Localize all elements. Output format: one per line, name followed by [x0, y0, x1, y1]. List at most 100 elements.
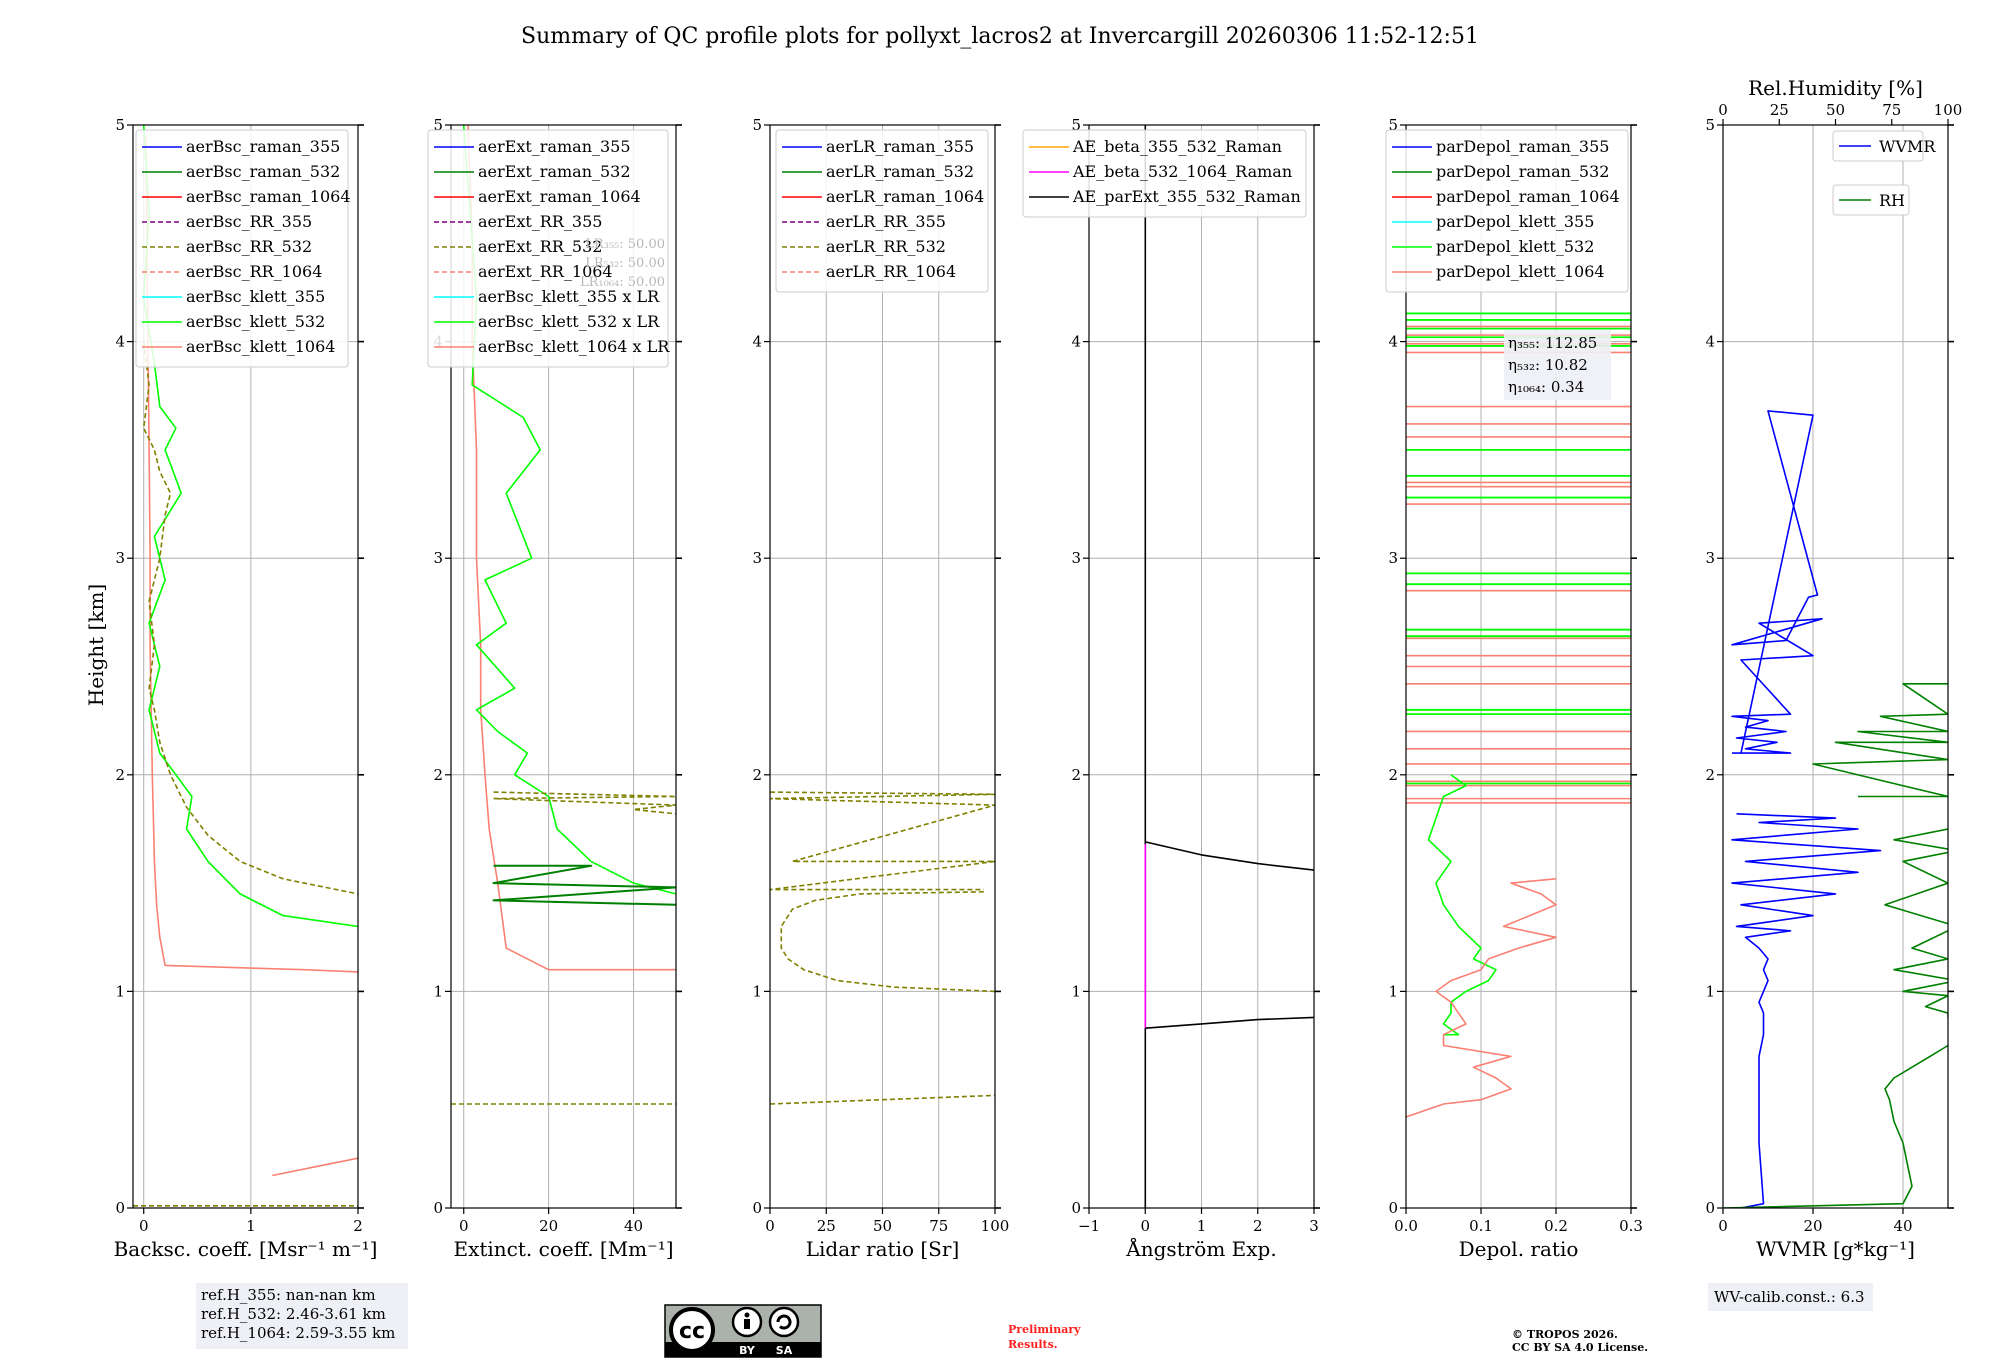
top-x-tick-label: 25: [1770, 101, 1789, 119]
x-tick-label: 20: [1803, 1217, 1822, 1235]
series-AE-parExt-355-532-Raman-lower: [1145, 1016, 1314, 1029]
x-axis-label: Lidar ratio [Sr]: [806, 1237, 960, 1261]
legend-label: aerExt_raman_355: [478, 137, 631, 156]
y-tick-label: 0: [1705, 1199, 1715, 1217]
legend-label: AE_beta_532_1064_Raman: [1072, 162, 1292, 181]
x-tick-label: 40: [624, 1217, 643, 1235]
x-axis-label: WVMR [g*kg⁻¹]: [1756, 1237, 1915, 1261]
legend-label: aerBsc_raman_355: [186, 137, 340, 156]
x-tick-label: 0: [139, 1217, 149, 1235]
legend-label: aerLR_RR_1064: [826, 262, 956, 281]
legend-box: [135, 129, 349, 368]
legend-box: [1022, 129, 1307, 218]
legend-label: aerLR_RR_355: [826, 212, 946, 231]
x-tick-label: 0: [1140, 1217, 1150, 1235]
x-tick-label: 1: [1197, 1217, 1207, 1235]
lr-label: LR₁₀₆₄: 50.00: [580, 275, 665, 290]
legend-backscatter: aerBsc_raman_355 aerBsc_raman_532 aerBsc_r…: [135, 129, 351, 368]
panel-depol: 0 1 2 3 4 5 0.0 0.1 0.2 0.3 Depol. ratio parDepol_r…: [1385, 116, 1643, 1261]
plot-area: [770, 791, 995, 1105]
legend-label: parDepol_klett_1064: [1436, 262, 1605, 281]
y-axis-label: Height [km]: [84, 584, 108, 706]
wv-calib-box: WV-calib.const.: 6.3: [1708, 1283, 1873, 1311]
legend-label: AE_parExt_355_532_Raman: [1072, 187, 1301, 206]
legend-label: AE_beta_355_532_Raman: [1072, 137, 1282, 156]
x-tick-label: 50: [873, 1217, 892, 1235]
axes-frame: [1405, 124, 1632, 1209]
legend-lidar_ratio: aerLR_raman_355 aerLR_raman_532 aerLR_rama…: [775, 129, 989, 293]
legend-label: aerLR_raman_1064: [826, 187, 984, 206]
legend-label: aerLR_RR_532: [826, 237, 946, 256]
legend-label: aerBsc_klett_532: [186, 312, 325, 331]
ref-height-bg: [196, 1283, 408, 1349]
panel-backscatter: 0 1 2 3 4 5 0 1 2 Backsc. coeff. [Msr⁻¹ m⁻¹] aerBs…: [114, 116, 378, 1261]
legend-label: aerBsc_RR_355: [186, 212, 312, 231]
top-x-tick-label: 100: [1934, 101, 1963, 119]
ref-h-1064: ref.H_1064: 2.59-3.55 km: [201, 1324, 395, 1342]
y-tick-label: 1: [115, 982, 125, 1000]
y-tick-label: 4: [115, 333, 125, 351]
legend-box: [775, 129, 989, 293]
x-tick-label: 1: [246, 1217, 256, 1235]
y-tick-label: 4: [752, 333, 762, 351]
legend-box: [427, 129, 669, 368]
top-x-axis-label: Rel.Humidity [%]: [1748, 76, 1923, 100]
by-person-head: [744, 1312, 750, 1318]
legend-label: aerExt_raman_532: [478, 162, 631, 181]
legend-label: aerExt_RR_1064: [478, 262, 613, 281]
by-label: BY: [739, 1344, 756, 1357]
axes-frame: [132, 124, 359, 1209]
x-tick-label: 0.3: [1619, 1217, 1643, 1235]
plot-area: [1144, 125, 1314, 1208]
legend-label: aerBsc_RR_532: [186, 237, 312, 256]
legend-box: [1832, 130, 1924, 162]
panel-extinction: 01234502040Extinct. coeff. [Mm⁻¹]aerExt_…: [427, 116, 682, 1261]
legend-extinction: aerExt_raman_355 aerExt_raman_532 aerExt_r…: [427, 129, 670, 368]
y-tick-label: 1: [1388, 982, 1398, 1000]
x-tick-label: 2: [1253, 1217, 1263, 1235]
legend-label: aerLR_raman_532: [826, 162, 974, 181]
series-aerBsc-klett-532-x-LR: [462, 125, 676, 895]
eta-label: η₃₅₅: 112.85: [1508, 334, 1597, 352]
legend-label: parDepol_klett_355: [1436, 212, 1594, 231]
y-tick-label: 5: [1071, 116, 1081, 134]
eta-label: η₁₀₆₄: 0.34: [1508, 378, 1584, 396]
legend-label: aerBsc_klett_355 x LR: [478, 287, 660, 306]
legend-depol: parDepol_raman_355 parDepol_raman_532 parD…: [1385, 129, 1629, 293]
copyright-line-1: © TROPOS 2026.: [1512, 1328, 1618, 1341]
series-aerBsc-klett-1064-low: [272, 1157, 358, 1177]
legend-label: parDepol_raman_1064: [1436, 187, 1620, 206]
y-tick-label: 2: [433, 766, 443, 784]
y-tick-label: 3: [1071, 549, 1081, 567]
legend-label: RH: [1879, 191, 1905, 210]
cc-logo-icon: [669, 1307, 715, 1353]
y-tick-label: 3: [1388, 549, 1398, 567]
y-tick-label: 3: [752, 549, 762, 567]
series-aerLR-RR-532-low: [770, 1094, 995, 1105]
ref-height-box: ref.H_355: nan-nan km ref.H_532: 2.46-3.…: [196, 1283, 408, 1349]
x-tick-label: 20: [539, 1217, 558, 1235]
figure-title: Summary of QC profile plots for pollyxt_…: [521, 24, 1479, 49]
legend-box: [1385, 129, 1629, 293]
x-axis-label: Ångström Exp.: [1125, 1236, 1276, 1261]
legend-label: aerBsc_klett_1064 x LR: [478, 337, 670, 356]
y-tick-label: 2: [752, 766, 762, 784]
legend-label: aerBsc_klett_532 x LR: [478, 312, 660, 331]
x-tick-label: −1: [1078, 1217, 1100, 1235]
wv-calib-text: WV-calib.const.: 6.3: [1714, 1288, 1865, 1306]
x-tick-label: 0.2: [1544, 1217, 1568, 1235]
legend-label: aerExt_RR_532: [478, 237, 602, 256]
plot-area: [1723, 410, 1948, 1208]
eta-label: η₅₃₂: 10.82: [1508, 356, 1588, 374]
y-tick-label: 1: [1071, 982, 1081, 1000]
legend-angstrom: AE_beta_355_532_Raman AE_beta_532_1064_Ra…: [1022, 129, 1307, 218]
plot-area: [1406, 312, 1631, 1118]
ref-h-355: ref.H_355: nan-nan km: [201, 1286, 376, 1304]
x-tick-label: 0.1: [1469, 1217, 1493, 1235]
x-axis-label: Depol. ratio: [1459, 1237, 1579, 1261]
y-tick-label: 2: [1705, 766, 1715, 784]
series-aerExt-RR-532: [492, 791, 676, 815]
